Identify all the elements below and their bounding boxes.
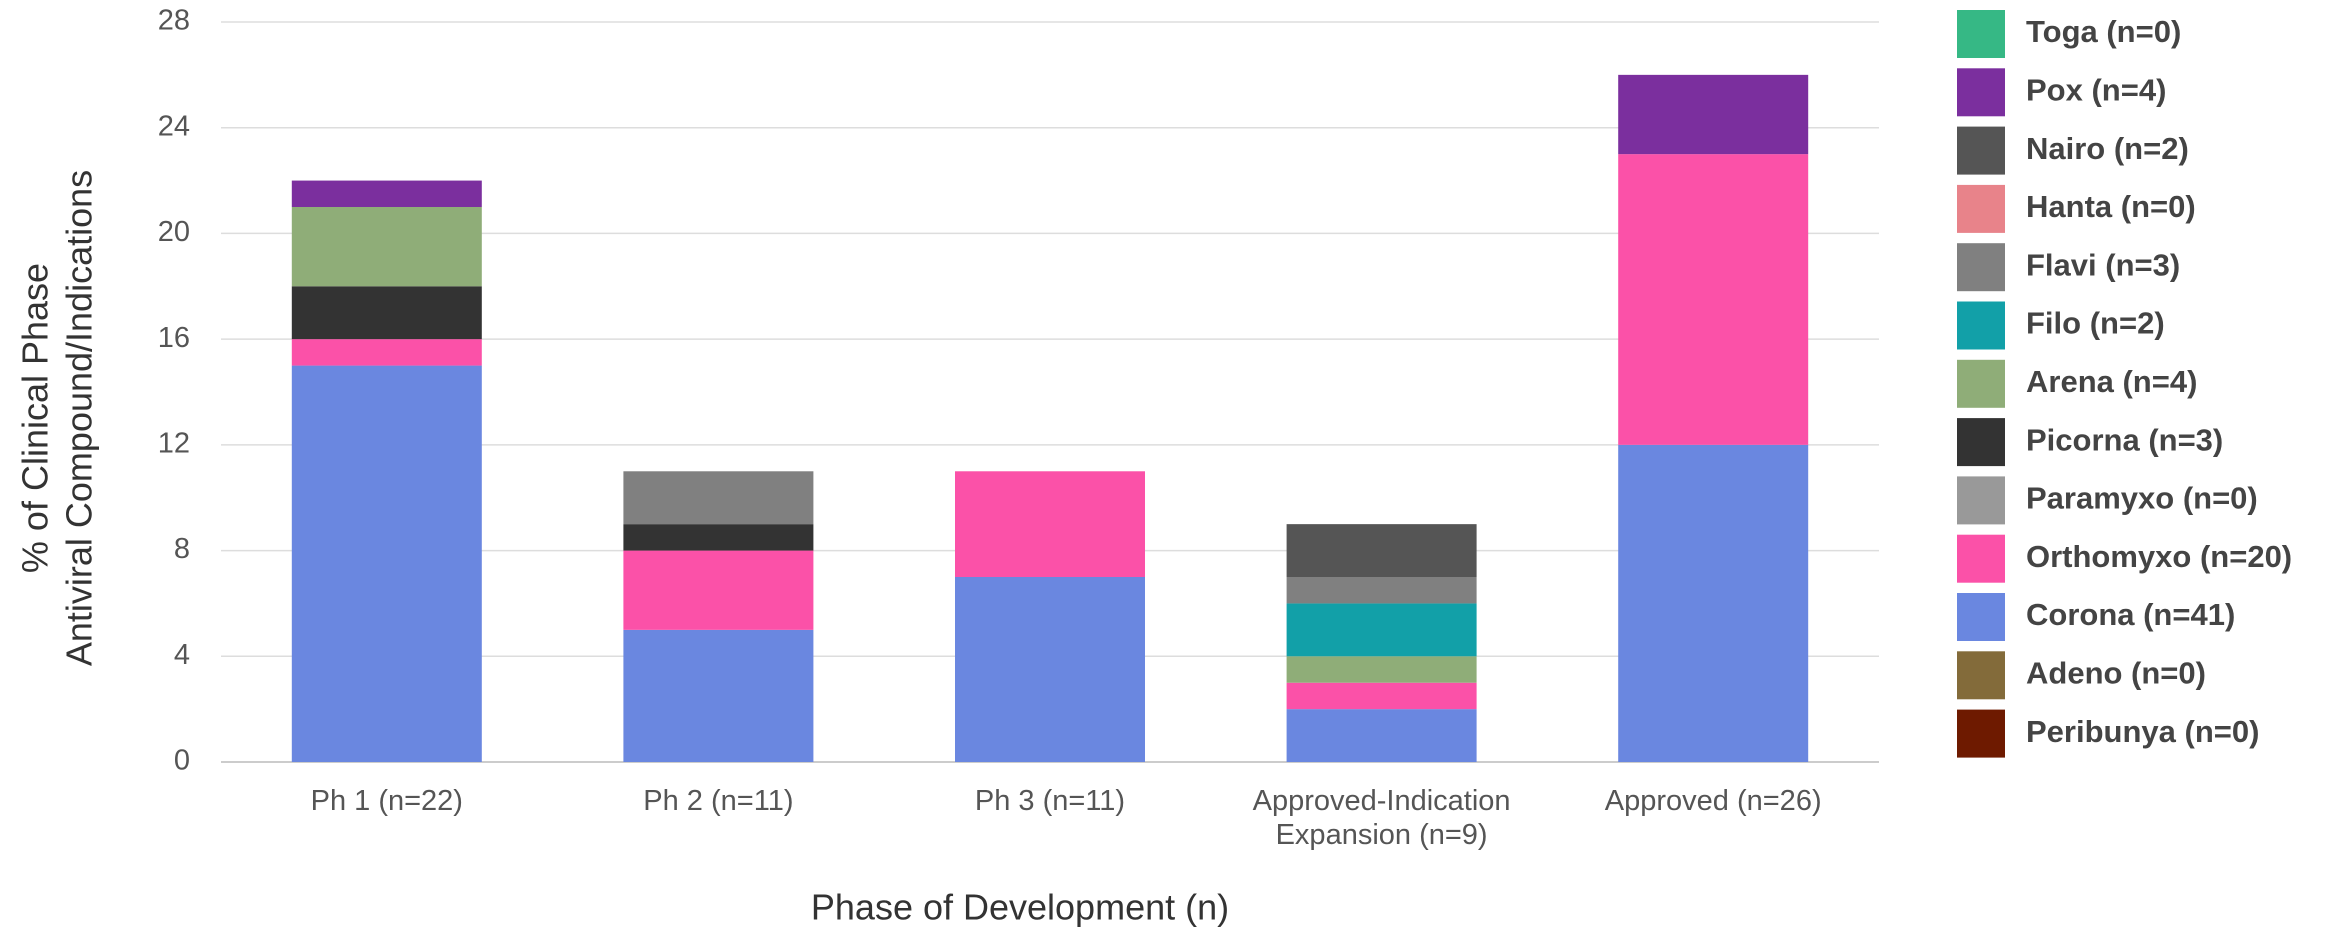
bar-segment (1286, 709, 1477, 762)
legend-label: Filo (n=2) (2026, 306, 2165, 341)
y-tick-label: 24 (158, 110, 190, 142)
bar-segment (623, 629, 814, 762)
legend-label: Pox (n=4) (2026, 72, 2166, 107)
bar-segment (1618, 154, 1809, 445)
legend-label: Orthomyxo (n=20) (2026, 539, 2292, 574)
legend-label: Toga (n=0) (2026, 14, 2181, 49)
x-tick-label: Ph 1 (n=22) (310, 785, 463, 817)
legend-label: Paramyxo (n=0) (2026, 481, 2258, 516)
legend-label: Corona (n=41) (2026, 597, 2235, 632)
bar-segment (1618, 444, 1809, 762)
bar-segment (1286, 603, 1477, 657)
bar-segment (955, 577, 1145, 762)
y-tick-label: 20 (158, 216, 190, 248)
legend-swatch (1957, 593, 2005, 641)
x-tick-label: Approved-Indication Expansion (n=9) (1252, 785, 1511, 851)
legend-label: Arena (n=4) (2026, 364, 2197, 399)
legend-swatch (1957, 184, 2005, 233)
bar-segment (291, 286, 482, 340)
legend-label: Flavi (n=3) (2026, 247, 2180, 282)
bar-segment (623, 471, 814, 525)
legend-swatch (1957, 10, 2005, 58)
legend-swatch (1957, 651, 2005, 700)
legend-swatch (1957, 301, 2005, 350)
x-tick-label: Approved (n=26) (1604, 785, 1822, 817)
legend-label: Hanta (n=0) (2026, 189, 2196, 224)
y-axis-title: % of Clinical Phase (15, 263, 56, 573)
bar-segment (1286, 682, 1477, 710)
legend-label: Picorna (n=3) (2026, 422, 2223, 457)
legend-label: Adeno (n=0) (2026, 655, 2206, 690)
legend-swatch (1957, 418, 2005, 467)
bar-segment (623, 524, 814, 551)
x-tick-label: Ph 2 (n=11) (643, 785, 794, 817)
legend-swatch (1957, 476, 2005, 525)
y-tick-label: 12 (158, 428, 190, 460)
bar-segment (1286, 577, 1477, 604)
y-tick-label: 8 (174, 533, 190, 565)
bar-segment (291, 339, 482, 366)
y-tick-label: 4 (174, 639, 190, 671)
x-tick-label: Ph 3 (n=11) (974, 785, 1126, 817)
bar-segment (623, 550, 814, 630)
y-axis-title: Antiviral Compound/Indications (59, 170, 100, 666)
legend-label: Peribunya (n=0) (2026, 714, 2259, 749)
bar-segment (291, 365, 482, 762)
bar-segment (955, 471, 1145, 577)
x-axis-title: Phase of Development (n) (811, 887, 1229, 928)
bar-segment (1286, 656, 1477, 683)
bar-segment (1286, 524, 1477, 577)
y-tick-label: 0 (174, 745, 190, 777)
y-tick-label: 28 (158, 5, 190, 37)
legend-swatch (1957, 709, 2005, 758)
bar-segment (291, 180, 482, 207)
bar-segment (1618, 74, 1809, 155)
legend-swatch (1957, 534, 2005, 583)
legend-label: Nairo (n=2) (2026, 131, 2189, 166)
y-tick-label: 16 (158, 322, 190, 354)
legend-swatch (1957, 126, 2005, 175)
legend-swatch (1957, 243, 2005, 292)
bar-segment (291, 207, 482, 287)
legend-swatch (1957, 68, 2005, 117)
legend-swatch (1957, 359, 2005, 408)
